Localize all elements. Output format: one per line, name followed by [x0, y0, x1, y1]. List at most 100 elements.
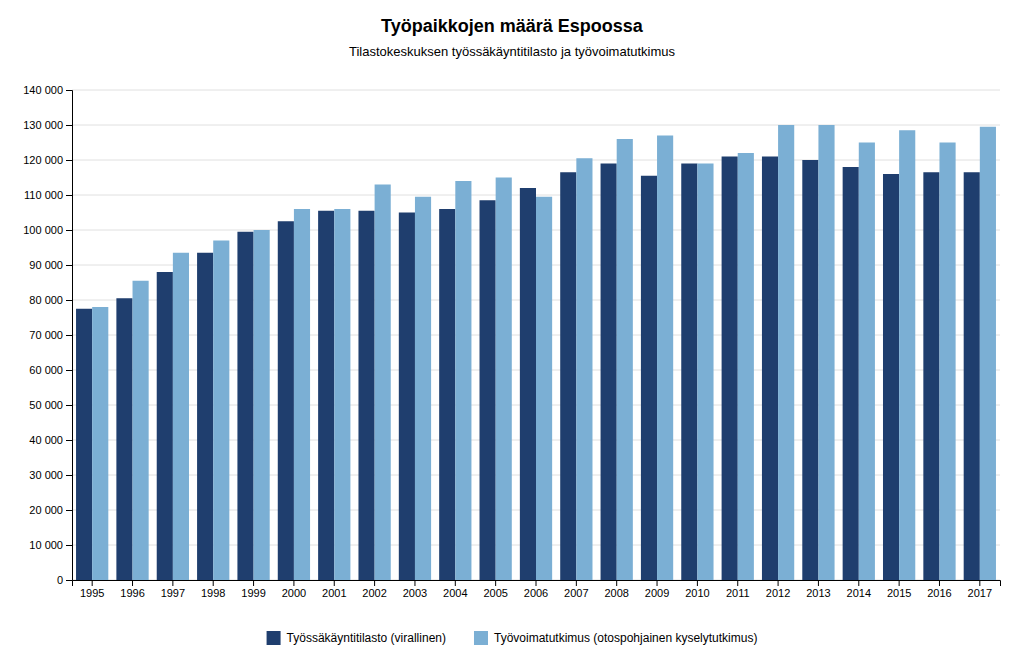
bar: [334, 209, 350, 580]
x-tick-label: 2001: [322, 587, 346, 599]
x-tick-mark: [858, 580, 859, 586]
bar: [843, 167, 859, 580]
y-tick-label: 100 000: [23, 224, 63, 236]
y-tick-mark: [66, 475, 72, 476]
x-tick-label: 1998: [201, 587, 225, 599]
axis-line: [73, 581, 1001, 587]
x-tick: 2012: [766, 580, 790, 599]
y-tick-mark: [66, 440, 72, 441]
x-tick: 2007: [564, 580, 588, 599]
x-tick: 2002: [362, 580, 386, 599]
y-tick: 60 000: [29, 364, 72, 376]
x-tick-label: 2012: [766, 587, 790, 599]
legend-item: Työvoimatutkimus (otospohjainen kyselytu…: [474, 631, 757, 645]
y-tick-mark: [66, 265, 72, 266]
bar: [923, 172, 939, 580]
x-tick-mark: [172, 580, 173, 586]
y-tick: 80 000: [29, 294, 72, 306]
x-tick-mark: [939, 580, 940, 586]
x-tick: 2014: [847, 580, 871, 599]
legend-label: Työssäkäyntitilasto (virallinen): [287, 631, 446, 645]
bar: [133, 281, 149, 580]
y-tick-label: 0: [57, 574, 63, 586]
x-tick-label: 1999: [241, 587, 265, 599]
bar-series: [76, 157, 980, 581]
x-tick: 2016: [927, 580, 951, 599]
x-tick: 2017: [968, 580, 992, 599]
x-tick: 2008: [604, 580, 628, 599]
y-tick-mark: [66, 545, 72, 546]
bar: [213, 241, 229, 581]
x-tick-label: 2016: [927, 587, 951, 599]
axis-line: [66, 91, 73, 581]
y-tick: 30 000: [29, 469, 72, 481]
x-tick: 2011: [726, 580, 750, 599]
bars: [76, 125, 996, 580]
y-tick-mark: [66, 370, 72, 371]
bar: [294, 209, 310, 580]
y-tick-mark: [66, 510, 72, 511]
bar-series: [92, 125, 996, 580]
bar: [964, 172, 980, 580]
bar: [738, 153, 754, 580]
x-tick-label: 1995: [80, 587, 104, 599]
grid: [72, 90, 1000, 580]
y-tick-mark: [66, 160, 72, 161]
y-tick-label: 130 000: [23, 119, 63, 131]
bar: [480, 200, 496, 580]
y-tick: 10 000: [29, 539, 72, 551]
legend-item: Työssäkäyntitilasto (virallinen): [267, 631, 446, 645]
x-tick-label: 1996: [120, 587, 144, 599]
x-tick-label: 2000: [282, 587, 306, 599]
bar: [358, 211, 374, 580]
bar: [617, 139, 633, 580]
bar: [560, 172, 576, 580]
y-tick-label: 70 000: [29, 329, 63, 341]
bar: [802, 160, 818, 580]
y-tick-label: 120 000: [23, 154, 63, 166]
x-tick-label: 2005: [483, 587, 507, 599]
x-tick-mark: [92, 580, 93, 586]
legend-swatch: [267, 631, 281, 645]
x-tick-label: 2002: [362, 587, 386, 599]
x-tick: 2001: [322, 580, 346, 599]
y-tick-label: 60 000: [29, 364, 63, 376]
bar: [439, 209, 455, 580]
x-tick-label: 2013: [806, 587, 830, 599]
y-tick: 90 000: [29, 259, 72, 271]
bar: [818, 125, 834, 580]
y-tick: 50 000: [29, 399, 72, 411]
x-tick: 2010: [685, 580, 709, 599]
x-tick-label: 2006: [524, 587, 548, 599]
y-tick: 100 000: [23, 224, 72, 236]
y-tick-mark: [66, 300, 72, 301]
y-tick-label: 90 000: [29, 259, 63, 271]
bar: [520, 188, 536, 580]
x-tick-label: 2007: [564, 587, 588, 599]
x-tick-label: 2011: [726, 587, 750, 599]
bar: [399, 213, 415, 581]
y-tick: 0: [57, 574, 72, 586]
bar: [576, 158, 592, 580]
x-tick: 2013: [806, 580, 830, 599]
legend-label: Työvoimatutkimus (otospohjainen kyselytu…: [494, 631, 757, 645]
x-tick: 1999: [241, 580, 265, 599]
bar: [278, 221, 294, 580]
x-tick-mark: [414, 580, 415, 586]
y-tick: 120 000: [23, 154, 72, 166]
x-tick-mark: [697, 580, 698, 586]
bar: [197, 253, 213, 580]
chart: Työpaikkojen määrä EspoossaTilastokeskuk…: [0, 0, 1024, 670]
y-tick: 110 000: [24, 189, 72, 201]
bar: [939, 143, 955, 581]
y-axis: 010 00020 00030 00040 00050 00060 00070 …: [23, 84, 72, 586]
x-tick-label: 1997: [161, 587, 185, 599]
x-tick-label: 2009: [645, 587, 669, 599]
bar: [883, 174, 899, 580]
x-tick-mark: [778, 580, 779, 586]
x-tick: 2006: [524, 580, 548, 599]
y-tick-label: 30 000: [29, 469, 63, 481]
y-tick-label: 20 000: [29, 504, 63, 516]
x-tick-label: 2010: [685, 587, 709, 599]
y-tick: 20 000: [29, 504, 72, 516]
